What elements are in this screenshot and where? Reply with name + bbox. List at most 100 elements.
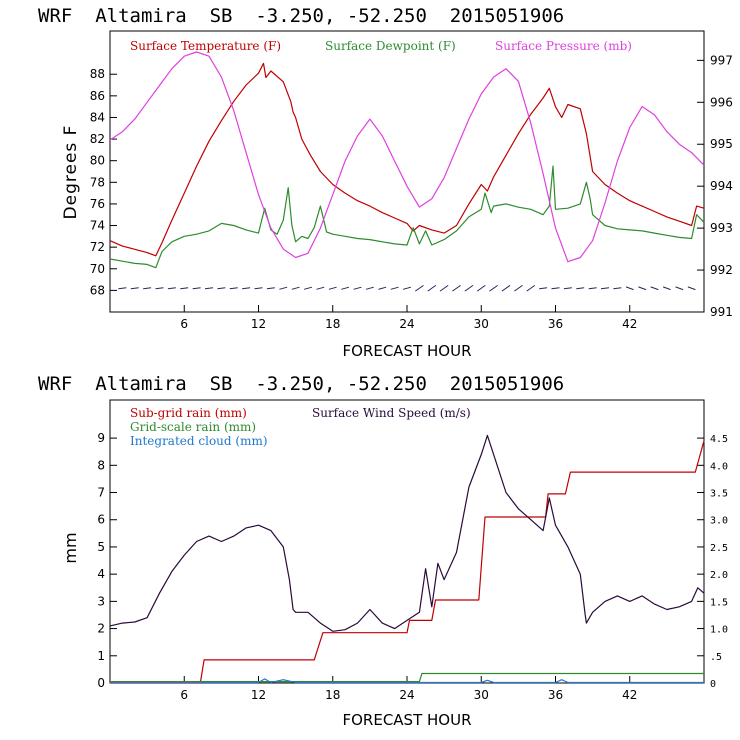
series-sub-grid-rain: [110, 440, 705, 684]
wind-barbs: [118, 284, 696, 292]
x-tick-label: 18: [325, 317, 340, 331]
wind-barb: [303, 286, 313, 290]
rain-wind-chart: WRF Altamira SB -3.250, -52.250 20150519…: [38, 373, 728, 729]
wind-barb: [365, 286, 374, 290]
bottom-y2-axis: 0 .5 1.0 1.5 2.0 2.5 3.0 3.5 4.0 4.5: [697, 434, 728, 690]
top-legend: Surface Temperature (F) Surface Dewpoint…: [130, 39, 632, 53]
wind-barb: [514, 284, 523, 292]
y2-tick-label: 0: [710, 679, 716, 690]
wind-barb: [625, 286, 634, 291]
y2-tick-label: 3.5: [710, 489, 728, 500]
y-tick-label: 9: [97, 431, 105, 445]
bottom-x-axis: 6 12 18 24 30 36 42: [180, 676, 637, 702]
y2-tick-label: 997: [710, 53, 733, 67]
y-tick-label: 78: [90, 175, 105, 189]
top-x-axis-label: FORECAST HOUR: [342, 342, 471, 360]
top-y-axis: 68 70 72 74 76 78 80 82 84 86 88: [90, 67, 117, 297]
y-tick-label: 0: [97, 676, 105, 690]
y-tick-label: 5: [97, 540, 105, 554]
y2-tick-label: 992: [710, 263, 733, 277]
top-series-group: [109, 51, 705, 269]
y-tick-label: 68: [90, 283, 105, 297]
wind-barb: [378, 286, 387, 290]
x-tick-label: 24: [399, 688, 414, 702]
y2-tick-label: 1.0: [710, 625, 728, 636]
legend-surface-pressure: Surface Pressure (mb): [495, 39, 632, 53]
y2-tick-label: 994: [710, 179, 733, 193]
series-grid-scale-rain: [110, 672, 704, 683]
wind-barb: [675, 286, 684, 291]
y-tick-label: 3: [97, 594, 105, 608]
y-tick-label: 74: [90, 219, 105, 233]
legend-surface-wind-speed: Surface Wind Speed (m/s): [312, 406, 471, 420]
bottom-series-group: [109, 434, 705, 684]
y-tick-label: 72: [90, 240, 105, 254]
legend-subgrid-rain: Sub-grid rain (mm): [130, 406, 247, 420]
wind-barb: [439, 284, 449, 292]
x-tick-label: 6: [180, 688, 188, 702]
wind-barb: [613, 287, 622, 290]
y-tick-label: 86: [90, 89, 105, 103]
wind-barb: [130, 287, 139, 290]
wind-barb: [143, 287, 152, 290]
wind-barb: [390, 286, 399, 290]
y2-tick-label: 993: [710, 221, 733, 235]
x-tick-label: 36: [548, 317, 563, 331]
y2-tick-label: 2.0: [710, 570, 728, 581]
wind-barb: [489, 284, 498, 292]
bottom-y-axis: 0 1 2 3 4 5 6 7 8 9: [97, 431, 117, 690]
y-tick-label: 2: [97, 622, 105, 636]
y2-tick-label: 1.5: [710, 597, 728, 608]
series-integrated-cloud: [110, 678, 704, 684]
series-surface-wind-speed: [109, 434, 705, 632]
x-tick-label: 18: [325, 688, 340, 702]
x-tick-label: 12: [251, 688, 266, 702]
y-tick-label: 84: [90, 110, 105, 124]
wind-barb: [353, 286, 362, 290]
wind-barb: [180, 287, 189, 290]
wind-barb: [279, 286, 288, 290]
y2-tick-label: 3.0: [710, 516, 728, 527]
wind-barb: [687, 286, 696, 291]
wind-barb: [476, 284, 486, 292]
wind-barb: [155, 287, 164, 290]
wind-barb: [551, 287, 560, 290]
wind-barb: [167, 287, 176, 290]
bottom-chart-title: WRF Altamira SB -3.250, -52.250 20150519…: [38, 373, 564, 395]
x-tick-label: 42: [622, 688, 637, 702]
wind-barb: [341, 286, 350, 290]
wind-barb: [217, 287, 226, 290]
wind-barb: [526, 284, 536, 292]
y2-tick-label: .5: [710, 652, 722, 663]
y2-tick-label: 991: [710, 305, 733, 319]
y-tick-label: 70: [90, 262, 105, 276]
temperature-chart: WRF Altamira SB -3.250, -52.250 20150519…: [38, 5, 733, 360]
wind-barb: [328, 286, 337, 290]
series-surface-pressure: [109, 51, 705, 263]
x-tick-label: 24: [399, 317, 414, 331]
wind-barb: [427, 284, 437, 292]
y-tick-label: 7: [97, 486, 105, 500]
x-tick-label: 36: [548, 688, 563, 702]
x-tick-label: 30: [474, 688, 489, 702]
wind-barb: [638, 286, 647, 291]
wind-barb: [576, 287, 585, 290]
bottom-x-axis-label: FORECAST HOUR: [342, 711, 471, 729]
x-tick-label: 6: [180, 317, 188, 331]
y-tick-label: 1: [97, 649, 105, 663]
wind-barb: [563, 287, 572, 290]
top-chart-title: WRF Altamira SB -3.250, -52.250 20150519…: [38, 5, 564, 27]
wind-barb: [662, 286, 671, 291]
wind-barb: [539, 287, 548, 290]
wind-barb: [464, 284, 474, 292]
bottom-legend: Sub-grid rain (mm) Surface Wind Speed (m…: [130, 406, 471, 448]
series-surface-temperature: [109, 62, 705, 257]
y2-tick-label: 4.0: [710, 461, 728, 472]
wind-barb: [501, 284, 511, 292]
wind-barb: [242, 287, 251, 290]
series-surface-dewpoint: [109, 165, 705, 269]
y2-tick-label: 4.5: [710, 434, 728, 445]
y2-tick-label: 996: [710, 95, 733, 109]
wind-barb: [266, 287, 275, 290]
top-x-axis: 6 12 18 24 30 36 42: [180, 305, 637, 331]
